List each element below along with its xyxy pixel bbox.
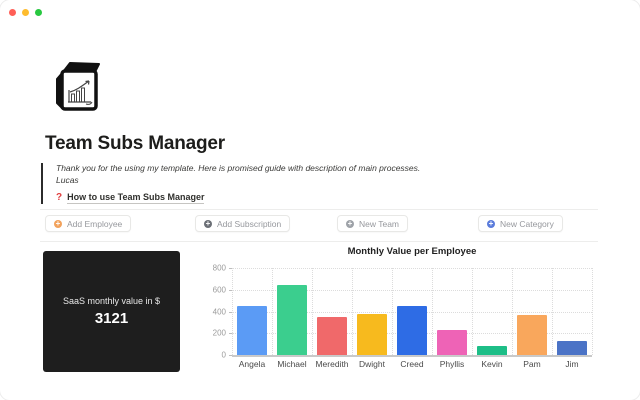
add-employee-label: Add Employee [67,218,123,229]
y-axis-label: 200 [212,328,226,338]
plus-circle-icon: + [346,218,354,228]
quote-text: Thank you for the using my template. Her… [56,163,421,173]
bar-angela [237,306,267,355]
bar-dwight [357,313,387,355]
x-axis-label: Dwight [359,359,385,369]
x-gridline [592,268,593,355]
bar-chart: Monthly Value per Employee 0 200 400 600 800… [208,244,608,376]
x-gridline [272,268,273,355]
divider-bottom [40,241,598,242]
x-gridline [232,268,233,355]
y-gridline [232,268,592,269]
bar-meredith [317,316,347,355]
quote-block: Thank you for the using my template. Her… [41,163,586,204]
new-team-label: New Team [359,218,399,229]
plus-circle-icon: + [54,218,62,228]
stat-card-label: SaaS monthly value in $ [62,296,161,306]
bar-michael [277,285,307,355]
x-axis-label: Pam [523,359,541,369]
x-axis-label: Meredith [315,359,349,369]
y-axis-label: 600 [212,285,226,295]
page-title: Team Subs Manager [45,133,225,154]
x-gridline [312,268,313,355]
bar-kevin [477,346,507,355]
minimize-button[interactable] [22,9,29,16]
bar-jim [557,340,587,355]
y-axis-tick [229,333,232,335]
y-axis-tick [229,268,232,269]
y-gridline [232,289,592,291]
divider-top [40,209,598,210]
close-button[interactable] [9,9,16,16]
add-subscription-label: Add Subscription [217,218,282,229]
quote-author: Lucas [56,174,79,185]
plus-circle-icon: + [204,218,212,228]
x-gridline [552,268,553,355]
guide-link-label: How to use Team Subs Manager [67,191,205,204]
question-mark-icon: ? [56,191,63,203]
bar-phyllis [437,330,467,355]
x-axis-label: Jim [565,359,579,369]
x-gridline [352,268,353,355]
y-axis-label: 800 [212,263,226,273]
chart-plot-area: 0 200 400 600 800 Angela Michael Meredith Dwight… [213,264,593,369]
bar-creed [397,305,427,355]
stat-card: SaaS monthly value in $ 3121 [43,251,180,372]
zoom-button[interactable] [35,9,42,16]
guide-page-link[interactable]: ? How to use Team Subs Manager [56,191,205,204]
y-axis-tick [229,355,232,356]
x-axis-label: Kevin [481,359,503,369]
x-gridline [392,268,393,355]
x-axis-label: Michael [277,359,307,369]
y-axis-label: 400 [212,307,226,316]
stat-card-value: 3121 [94,310,129,327]
plus-circle-icon: + [487,218,495,228]
bar-pam [517,314,547,355]
x-gridline [472,268,473,355]
y-axis-tick [229,289,232,291]
y-axis-label: 0 [221,350,226,360]
y-axis-tick [229,311,232,313]
x-axis-label: Phyllis [439,359,465,369]
window-controls [9,9,42,16]
x-gridline [512,268,513,355]
chart-title: Monthly Value per Employee [347,246,477,257]
add-employee-button[interactable]: + Add Employee [45,215,132,232]
x-gridline [432,268,433,355]
add-subscription-button[interactable]: + Add Subscription [195,215,291,232]
new-category-label: New Category [500,218,554,229]
new-category-button[interactable]: + New Category [478,215,563,232]
x-axis-label: Angela [238,359,266,369]
x-axis-label: Creed [400,359,424,369]
cube-bar-chart-icon[interactable] [48,60,104,114]
new-team-button[interactable]: + New Team [337,215,408,232]
